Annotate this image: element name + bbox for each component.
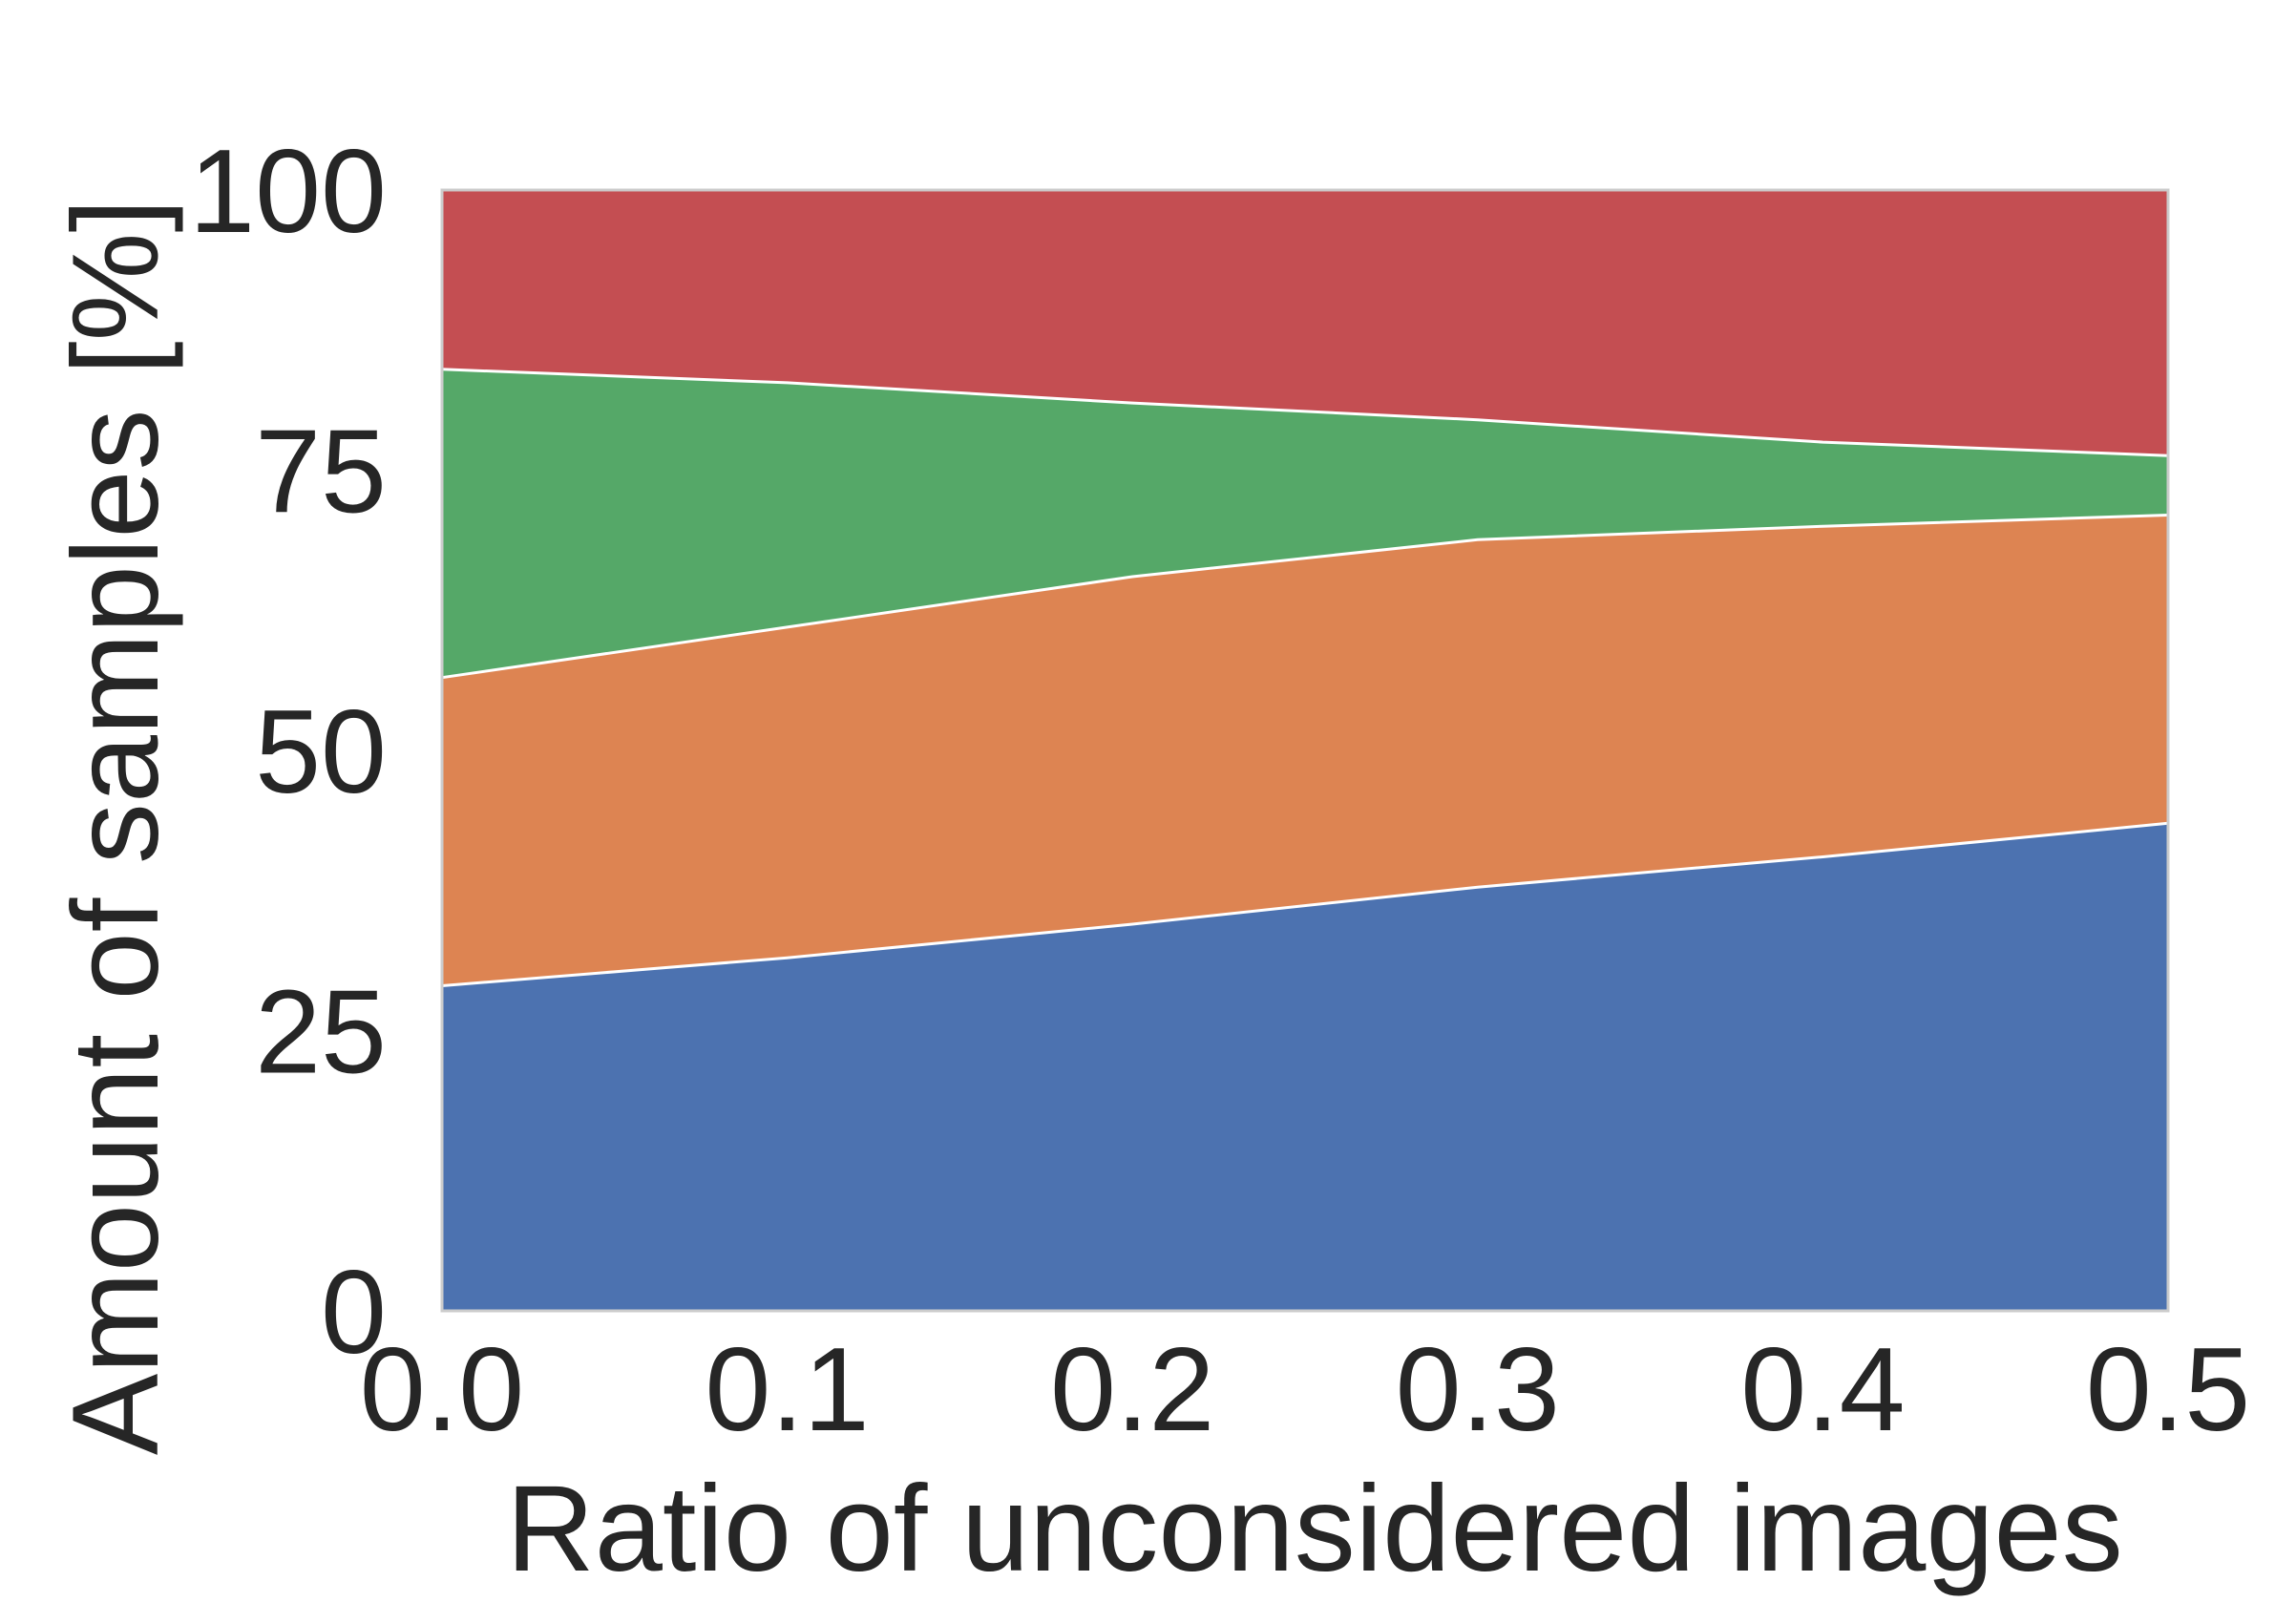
x-tick-label: 0.2 <box>1050 1324 1214 1456</box>
x-tick-labels: 0.0 0.1 0.2 0.3 0.4 0.5 <box>360 1324 2250 1456</box>
area-series-1 <box>442 823 2168 1311</box>
y-tick-label: 100 <box>189 126 387 258</box>
x-tick-label: 0.3 <box>1396 1324 1560 1456</box>
boundary-line-1 <box>441 821 2169 987</box>
x-tick-label: 0.1 <box>705 1324 869 1456</box>
x-tick-label: 0.4 <box>1740 1324 1905 1456</box>
x-axis-label: Ratio of unconsidered images <box>506 1461 2122 1597</box>
y-tick-labels: 0 25 50 75 100 <box>189 126 387 1379</box>
x-tick-label: 0.0 <box>360 1324 524 1456</box>
area-series-3 <box>442 369 2168 678</box>
series-boundary-lines <box>441 368 2169 987</box>
area-series-group <box>442 190 2168 1311</box>
plot-frame <box>440 188 2170 1313</box>
y-tick-label: 75 <box>255 407 387 538</box>
y-tick-label: 0 <box>321 1247 387 1379</box>
boundary-line-3 <box>441 368 2169 457</box>
boundary-line-2 <box>441 514 2169 680</box>
area-series-2 <box>442 515 2168 986</box>
y-axis-label: Amount of samples [%] <box>48 199 184 1455</box>
y-tick-label: 25 <box>255 967 387 1099</box>
x-tick-label: 0.5 <box>2086 1324 2250 1456</box>
area-series-4 <box>442 190 2168 456</box>
y-tick-label: 50 <box>255 686 387 818</box>
